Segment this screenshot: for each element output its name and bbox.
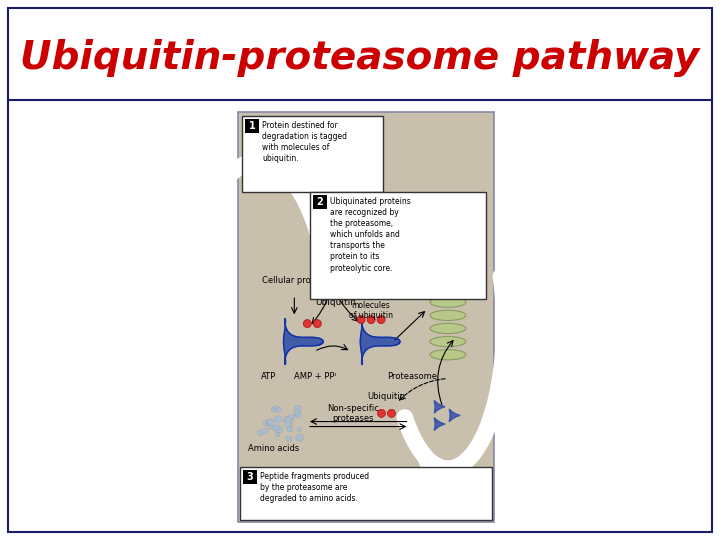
Bar <box>312 195 327 209</box>
Ellipse shape <box>430 284 466 294</box>
Text: Ubiquitin: Ubiquitin <box>315 298 356 307</box>
Circle shape <box>297 427 301 431</box>
Circle shape <box>273 406 277 410</box>
Circle shape <box>367 315 375 323</box>
Circle shape <box>294 411 300 417</box>
Polygon shape <box>284 319 323 364</box>
Ellipse shape <box>430 336 466 347</box>
Ellipse shape <box>430 297 466 307</box>
Text: Proteasome: Proteasome <box>387 372 437 381</box>
Circle shape <box>377 409 385 417</box>
Circle shape <box>313 320 321 328</box>
Ellipse shape <box>430 310 466 320</box>
Polygon shape <box>437 214 459 240</box>
Text: Tandemly
linked
molecules
of ubiquitin: Tandemly linked molecules of ubiquitin <box>349 280 393 320</box>
Circle shape <box>287 415 294 421</box>
Circle shape <box>387 409 395 417</box>
Ellipse shape <box>430 271 466 281</box>
Circle shape <box>285 421 292 428</box>
Text: 3: 3 <box>247 471 253 482</box>
Bar <box>245 119 259 133</box>
Circle shape <box>276 407 282 413</box>
FancyBboxPatch shape <box>242 116 383 192</box>
Circle shape <box>296 412 302 418</box>
Circle shape <box>276 432 280 437</box>
Circle shape <box>296 434 303 442</box>
FancyBboxPatch shape <box>240 467 492 520</box>
Text: Protein destined for
degradation is tagged
with molecules of
ubiquitin.: Protein destined for degradation is tagg… <box>262 121 347 163</box>
Circle shape <box>271 407 276 412</box>
Text: Ubiquitin-proteasome pathway: Ubiquitin-proteasome pathway <box>20 39 700 77</box>
Bar <box>243 470 257 484</box>
Circle shape <box>267 419 274 426</box>
Polygon shape <box>434 418 445 430</box>
Circle shape <box>287 426 293 432</box>
Circle shape <box>266 420 272 425</box>
Circle shape <box>285 417 292 424</box>
Circle shape <box>283 416 289 422</box>
Circle shape <box>268 424 273 429</box>
Text: AMP + PPᴵ: AMP + PPᴵ <box>294 372 336 381</box>
Circle shape <box>264 421 269 426</box>
Circle shape <box>258 430 264 435</box>
Circle shape <box>274 416 282 423</box>
Ellipse shape <box>430 323 466 334</box>
Text: Ubiquitin: Ubiquitin <box>367 393 405 401</box>
Text: Peptide fragments produced
by the proteasome are
degraded to amino acids.: Peptide fragments produced by the protea… <box>260 471 369 503</box>
Circle shape <box>357 315 365 323</box>
Text: ATP: ATP <box>261 372 276 381</box>
Circle shape <box>273 425 279 431</box>
Text: 1: 1 <box>248 121 256 131</box>
Polygon shape <box>434 401 445 413</box>
Polygon shape <box>449 409 460 421</box>
Ellipse shape <box>430 349 466 360</box>
Ellipse shape <box>430 258 466 268</box>
Circle shape <box>275 426 282 433</box>
Circle shape <box>303 320 311 328</box>
Text: 2: 2 <box>316 197 323 207</box>
Circle shape <box>294 409 300 415</box>
Text: Amino acids: Amino acids <box>248 444 300 453</box>
Text: Ubiquinated proteins
are recognized by
the proteasome,
which unfolds and
transpo: Ubiquinated proteins are recognized by t… <box>330 197 410 273</box>
Circle shape <box>286 436 292 442</box>
FancyBboxPatch shape <box>310 192 486 299</box>
Circle shape <box>262 428 268 434</box>
Polygon shape <box>360 319 400 364</box>
Circle shape <box>377 315 385 323</box>
Bar <box>238 112 494 522</box>
Text: Non-specific
proteases: Non-specific proteases <box>328 404 379 423</box>
Text: Cellular protein: Cellular protein <box>262 275 327 285</box>
Circle shape <box>294 405 301 411</box>
